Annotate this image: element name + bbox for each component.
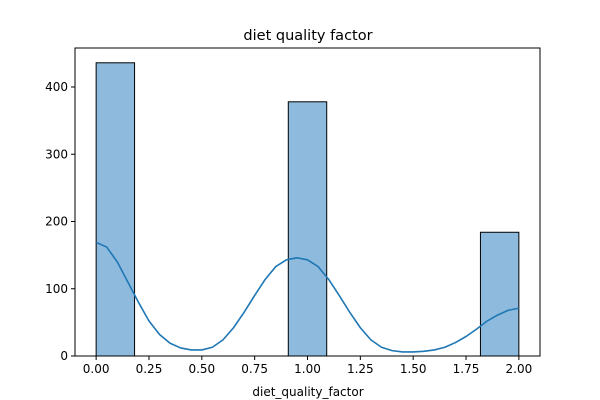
kde-line [95,241,520,353]
x-axis-label: diet_quality_factor [252,385,363,399]
x-tick-label: 0.50 [188,362,215,376]
x-tick-label: 1.75 [453,362,480,376]
x-axis-ticks: 0.00 0.25 0.50 0.75 1.00 1.25 1.50 1.75 2.00 [83,356,532,376]
x-tick-label: 1.50 [400,362,427,376]
histogram-bar-0 [95,62,136,357]
x-tick-label: 0.00 [83,362,110,376]
x-tick-label: 0.25 [136,362,163,376]
kde-layer [95,241,520,353]
x-tick-label: 2.00 [506,362,533,376]
histogram-bar-2 [479,231,520,357]
y-tick-label: 100 [45,282,68,296]
chart-title: diet quality factor [243,28,372,44]
y-tick-label: 200 [45,215,68,229]
bars-layer [95,62,520,357]
x-tick-label: 1.25 [347,362,374,376]
y-tick-label: 0 [60,349,68,363]
y-tick-label: 300 [45,147,68,161]
x-tick-label: 0.75 [241,362,268,376]
histogram-bar-1 [287,101,328,357]
y-tick-label: 400 [45,80,68,94]
x-tick-label: 1.00 [294,362,321,376]
y-axis-ticks: 0 100 200 300 400 [45,80,75,363]
